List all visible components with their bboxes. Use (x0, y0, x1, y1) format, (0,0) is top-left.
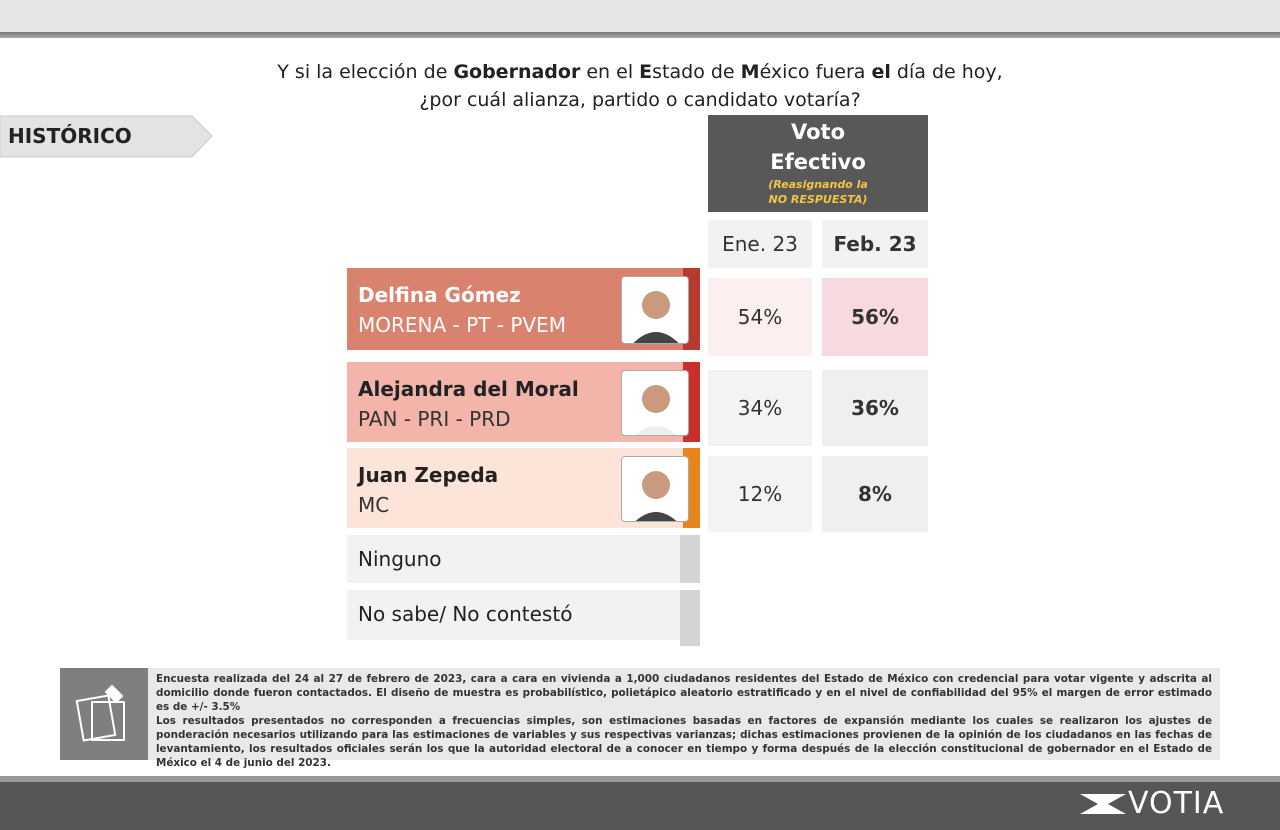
candidate-party: MC (358, 493, 390, 517)
candidate-party: PAN - PRI - PRD (358, 407, 511, 431)
logo-mark (1080, 794, 1126, 814)
bottom-line (0, 776, 1280, 782)
other-row: No sabe/ No contestó (347, 590, 680, 640)
candidate-photo (621, 456, 689, 522)
footnote-paragraph: Encuesta realizada del 24 al 27 de febre… (156, 673, 1212, 713)
question-segment: en el (580, 61, 640, 83)
row-accent (680, 535, 700, 583)
footnote: Encuesta realizada del 24 al 27 de febre… (156, 672, 1212, 770)
logo: VOTIA (1128, 786, 1225, 821)
question-segment: M (740, 61, 760, 83)
question-segment: stado de (652, 61, 741, 83)
footnote-icon (75, 684, 125, 742)
candidate-photo (621, 276, 689, 344)
photo-figure (635, 385, 677, 435)
candidate-name: Alejandra del Moral (358, 377, 579, 401)
question-segment: Y si la elección de (277, 61, 454, 83)
candidate-party: MORENA - PT - PVEM (358, 313, 566, 337)
value-cell: 34% (708, 370, 812, 446)
other-row: Ninguno (347, 535, 680, 583)
header-title: Voto (791, 120, 845, 144)
column-header: Feb. 23 (822, 220, 928, 268)
value-cell: 56% (822, 278, 928, 356)
question-segment: E (639, 61, 653, 83)
top-bar (0, 0, 1280, 32)
row-accent (680, 590, 700, 646)
value-cell: 36% (822, 370, 928, 446)
question-line: ¿por cuál alianza, partido o candidato v… (240, 86, 1040, 114)
question: Y si la elección de Gobernador en el Est… (240, 58, 1040, 114)
photo-figure (635, 471, 677, 521)
candidate-name: Delfina Gómez (358, 283, 521, 307)
footnote-icon-bg (60, 668, 148, 760)
header-note: (Reasignando la (768, 178, 868, 191)
question-segment: Gobernador (453, 61, 581, 83)
question-segment: el (871, 61, 891, 83)
question-line: Y si la elección de Gobernador en el Est… (240, 58, 1040, 86)
header-box: Voto Efectivo (Reasignando la NO RESPUESTA) (708, 115, 928, 212)
candidate-name: Juan Zepeda (358, 463, 499, 487)
tag-shape (0, 115, 213, 158)
top-line (0, 32, 1280, 38)
header-title: Efectivo (770, 150, 866, 174)
footnote-paragraph: Los resultados presentados no correspond… (156, 715, 1212, 769)
section-tag: HISTÓRICO (8, 124, 132, 148)
value-cell: 12% (708, 456, 812, 532)
value-cell: 8% (822, 456, 928, 532)
column-header: Ene. 23 (708, 220, 812, 268)
photo-figure (633, 291, 679, 343)
value-cell: 54% (708, 278, 812, 356)
header-note: NO RESPUESTA) (768, 193, 868, 206)
question-segment: éxico fuera (759, 61, 872, 83)
bottom-bar (0, 782, 1280, 830)
question-segment: día de hoy, (890, 61, 1003, 83)
candidate-photo (621, 370, 689, 436)
question-segment: ¿por cuál alianza, partido o candidato v… (419, 89, 861, 111)
footnote-box (60, 668, 1220, 760)
